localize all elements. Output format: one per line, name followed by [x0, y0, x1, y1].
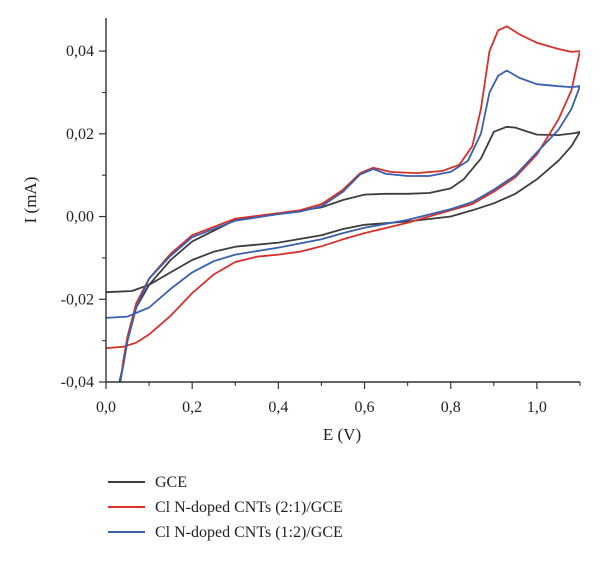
series-line-2 — [106, 25, 580, 382]
y-tick-label: 0,02 — [66, 126, 94, 143]
x-tick-label: 0,2 — [182, 399, 202, 416]
x-tick-label: 0,0 — [96, 399, 116, 416]
x-tick-label: 0,6 — [355, 399, 375, 416]
y-tick-label: 0,00 — [66, 209, 94, 226]
x-axis-title: E (V) — [323, 425, 361, 444]
legend-label-3: Cl N-doped CNTs (1:2)/GCE — [155, 524, 343, 541]
legend-label-1: GCE — [155, 474, 187, 491]
x-tick-label: 0,8 — [441, 399, 461, 416]
series-layer — [106, 25, 580, 382]
series-line-3 — [106, 69, 580, 382]
legend: GCE Cl N-doped CNTs (2:1)/GCE Cl N-doped C… — [108, 474, 343, 541]
y-tick-label: 0,04 — [66, 43, 94, 60]
x-tick-label: 1,0 — [527, 399, 547, 416]
y-tick-label: -0,02 — [61, 291, 94, 308]
legend-label-2: Cl N-doped CNTs (2:1)/GCE — [155, 499, 343, 516]
axes-layer: 0,0 0,2 0,4 0,6 0,8 1,0 -0,04 -0,02 0,00 0,02 0,04 — [61, 18, 581, 416]
series-line-1 — [106, 125, 580, 382]
y-tick-label: -0,04 — [61, 374, 94, 391]
y-axis-title: I (mA) — [21, 177, 40, 224]
x-tick-label: 0,4 — [268, 399, 288, 416]
